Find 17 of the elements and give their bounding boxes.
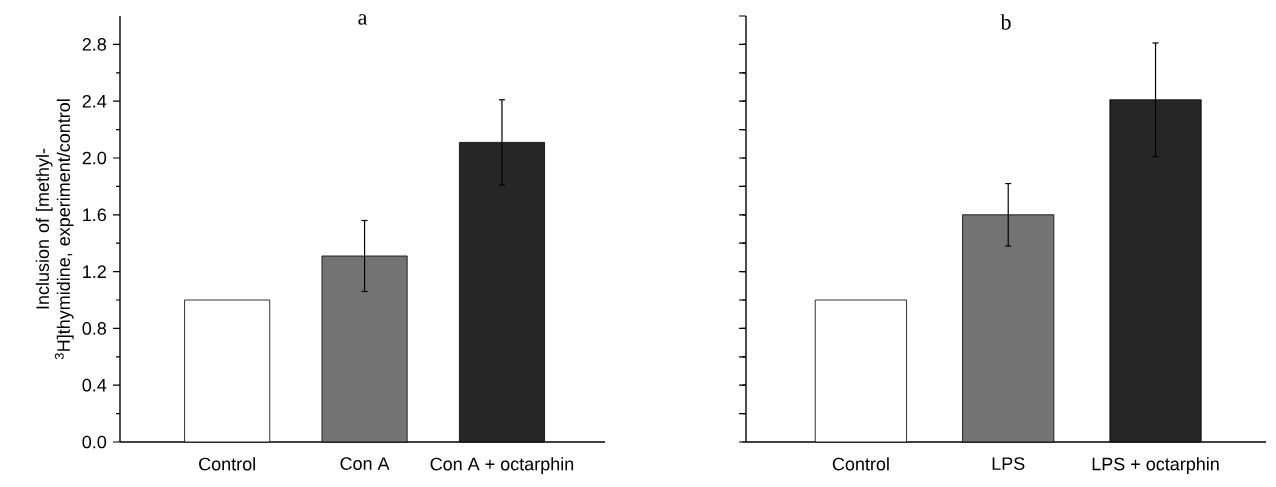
y-tick-label: 2.4: [82, 94, 107, 108]
y-tick-label: 0.8: [82, 322, 107, 335]
y-tick-label: 0.4: [82, 378, 107, 392]
x-tick-label: Control: [832, 457, 889, 471]
y-tick-label: 1.6: [83, 208, 107, 222]
x-tick-label: LPS: [992, 457, 1025, 470]
y-tick-label: 2.8: [82, 38, 107, 51]
x-tick-label: Con A: [340, 457, 390, 470]
x-tick-label: Con A + octarphin: [430, 457, 574, 474]
y-tick-label: 1.2: [83, 265, 106, 278]
x-tick-label: Control: [199, 457, 255, 471]
chart-title: b: [1000, 14, 1011, 30]
y-tick-label: 2.0: [82, 151, 107, 165]
chart-title: a: [358, 14, 368, 25]
x-tick-label: LPS + octarphin: [1092, 457, 1219, 474]
text: Inclusion of [methyl-$^{3}$H]thymidine, experiment/control: [35, 99, 74, 360]
y-tick-label: 0.0: [82, 435, 107, 449]
